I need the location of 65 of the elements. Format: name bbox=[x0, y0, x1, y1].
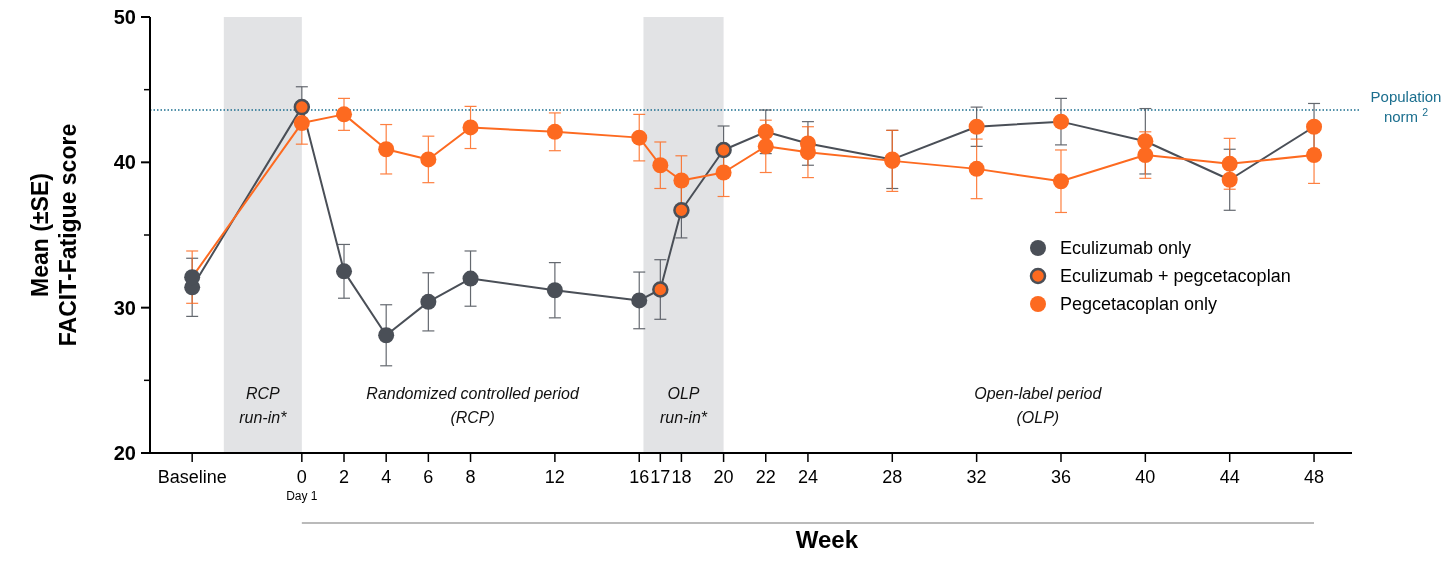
x-tick-label: 4 bbox=[381, 467, 392, 487]
x-tick-label: 16 bbox=[629, 467, 650, 487]
point bbox=[1137, 147, 1154, 164]
point bbox=[1221, 171, 1238, 188]
annotation: Open-label period (OLP) bbox=[974, 385, 1103, 426]
point bbox=[1137, 133, 1154, 150]
point bbox=[715, 164, 732, 181]
x-tick-label: 18 bbox=[671, 467, 692, 487]
annotation: Randomized controlled period (RCP) bbox=[366, 385, 581, 426]
point bbox=[420, 293, 437, 310]
point bbox=[462, 270, 479, 287]
x-tick-label: 17 bbox=[650, 467, 671, 487]
point bbox=[757, 138, 774, 155]
point bbox=[631, 292, 648, 309]
point bbox=[673, 202, 690, 219]
x-tick-label: 6 bbox=[423, 467, 434, 487]
x-tick-label: 48 bbox=[1304, 467, 1325, 487]
x-tick-label: 22 bbox=[755, 467, 776, 487]
band-label: RCP run-in* bbox=[239, 385, 288, 426]
x-tick-label: 12 bbox=[544, 467, 565, 487]
point bbox=[1052, 173, 1069, 190]
point bbox=[673, 172, 690, 189]
point bbox=[420, 151, 437, 168]
point bbox=[1306, 147, 1323, 164]
point bbox=[293, 115, 310, 132]
x-axis-title: Week bbox=[795, 526, 859, 553]
x-tick-label: 32 bbox=[966, 467, 987, 487]
y-tick-label: 30 bbox=[113, 296, 136, 319]
y-axis-title: Mean (±SE) FACIT-Fatigue score bbox=[27, 123, 81, 347]
point bbox=[546, 123, 563, 140]
point bbox=[336, 106, 353, 123]
x-tick-label: 44 bbox=[1219, 467, 1240, 487]
point bbox=[462, 119, 479, 136]
point bbox=[715, 141, 732, 159]
legend-label: Eculizumab + pegcetacoplan bbox=[1060, 266, 1291, 287]
ref-line-label: Population norm $^{2}$ bbox=[1370, 88, 1442, 126]
point bbox=[757, 123, 774, 140]
point bbox=[1052, 113, 1069, 130]
x-tick-label: 24 bbox=[797, 467, 818, 487]
y-tick-label: 40 bbox=[113, 151, 136, 174]
point bbox=[546, 282, 563, 299]
point bbox=[631, 129, 648, 146]
x-tick-label: 40 bbox=[1135, 467, 1156, 487]
point bbox=[336, 263, 353, 280]
y-tick-label: 20 bbox=[113, 442, 136, 464]
point bbox=[968, 160, 985, 177]
y-tick-label: 50 bbox=[113, 6, 136, 28]
point bbox=[652, 281, 669, 298]
legend-label: Eculizumab only bbox=[1060, 238, 1192, 259]
x-tick-label: 28 bbox=[882, 467, 903, 487]
x-tick-label: Baseline bbox=[157, 467, 227, 487]
x-tick-label: 36 bbox=[1050, 467, 1072, 487]
x-tick-label: 8 bbox=[465, 467, 476, 487]
point bbox=[1221, 155, 1238, 172]
point bbox=[293, 98, 311, 116]
x-tick-label: 0 Day 1 bbox=[286, 467, 318, 503]
point bbox=[378, 327, 395, 344]
band-label: OLP run-in* bbox=[659, 385, 708, 426]
legend-label: Pegcetacoplan only bbox=[1060, 294, 1218, 315]
x-tick-label: 20 bbox=[713, 467, 734, 487]
point bbox=[1306, 118, 1323, 135]
point bbox=[378, 141, 395, 158]
point bbox=[652, 157, 669, 174]
point bbox=[968, 118, 985, 135]
x-tick-label: 2 bbox=[339, 467, 350, 487]
